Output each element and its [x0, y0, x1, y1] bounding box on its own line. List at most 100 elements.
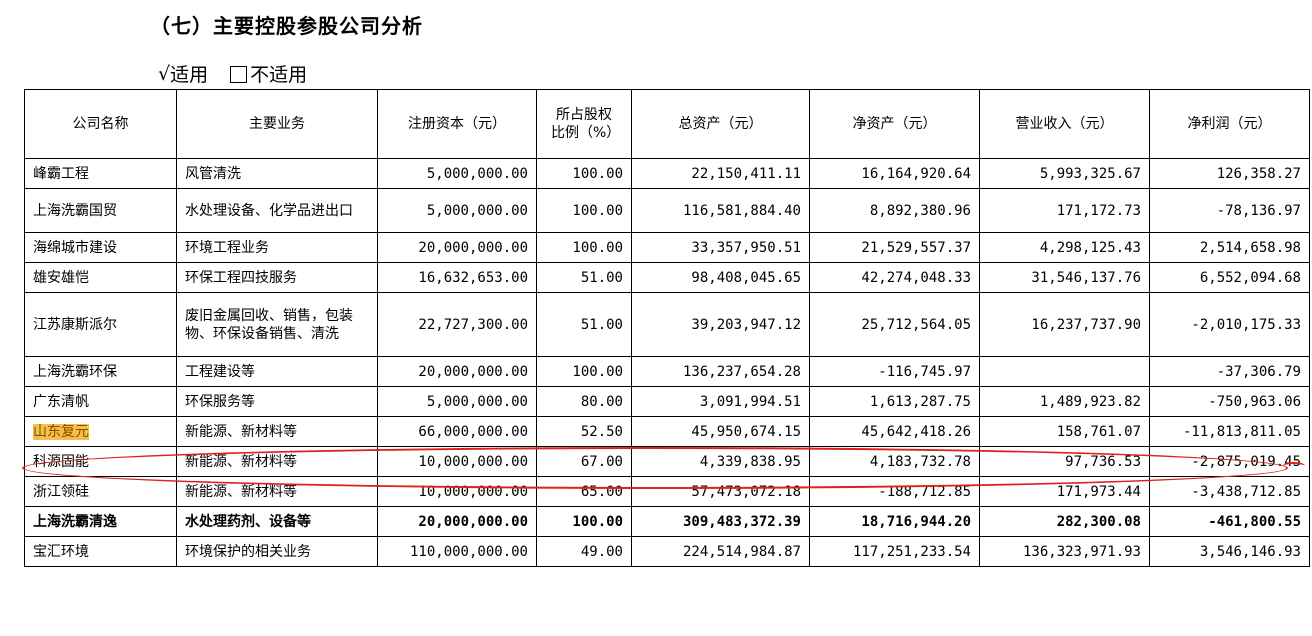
ratio-cell: 51.00	[536, 262, 632, 293]
total-assets-cell: 57,473,072.18	[631, 476, 810, 507]
net-assets-cell: 117,251,233.54	[809, 536, 980, 567]
net-assets-cell: 1,613,287.75	[809, 386, 980, 417]
capital-cell: 10,000,000.00	[377, 446, 537, 477]
revenue-cell: 16,237,737.90	[979, 292, 1150, 357]
total-assets-cell: 39,203,947.12	[631, 292, 810, 357]
red-annotation-tail	[1283, 462, 1305, 470]
table-row: 江苏康斯派尔 废旧金属回收、销售，包装物、环保设备销售、清洗 22,727,300.…	[24, 292, 1310, 357]
total-assets-cell: 33,357,950.51	[631, 232, 810, 263]
revenue-cell: 158,761.07	[979, 416, 1150, 447]
business-cell: 环保服务等	[176, 386, 378, 417]
net-profit-cell: 6,552,094.68	[1149, 262, 1310, 293]
business-cell: 环境工程业务	[176, 232, 378, 263]
highlighted-company-name: 山东复元	[33, 423, 89, 440]
total-assets-cell: 116,581,884.40	[631, 188, 810, 233]
capital-cell: 5,000,000.00	[377, 158, 537, 189]
ratio-cell: 65.00	[536, 476, 632, 507]
table-row: 雄安雄恺 环保工程四技服务 16,632,653.00 51.00 98,408,045…	[24, 262, 1310, 293]
capital-cell: 5,000,000.00	[377, 386, 537, 417]
col-header-revenue: 营业收入（元）	[979, 89, 1150, 159]
net-profit-cell: -11,813,811.05	[1149, 416, 1310, 447]
business-cell: 废旧金属回收、销售，包装物、环保设备销售、清洗	[176, 292, 378, 357]
total-assets-cell: 136,237,654.28	[631, 356, 810, 387]
col-header-profit: 净利润（元）	[1149, 89, 1310, 159]
business-cell: 工程建设等	[176, 356, 378, 387]
business-cell: 环境保护的相关业务	[176, 536, 378, 567]
col-header-ratio: 所占股权比例（%）	[536, 89, 632, 159]
revenue-cell	[979, 356, 1150, 387]
table-row: 浙江领硅 新能源、新材料等 10,000,000.00 65.00 57,473,072…	[24, 476, 1310, 507]
ratio-cell: 49.00	[536, 536, 632, 567]
company-name-cell: 峰霸工程	[24, 158, 177, 189]
empty-checkbox-icon	[230, 66, 248, 83]
capital-cell: 22,727,300.00	[377, 292, 537, 357]
net-profit-cell: -461,800.55	[1149, 506, 1310, 537]
net-assets-cell: 16,164,920.64	[809, 158, 980, 189]
revenue-cell: 97,736.53	[979, 446, 1150, 477]
company-name-cell: 浙江领硅	[24, 476, 177, 507]
table-row: 峰霸工程 风管清洗 5,000,000.00 100.00 22,150,411.11 1…	[24, 158, 1310, 189]
net-profit-cell: 3,546,146.93	[1149, 536, 1310, 567]
capital-cell: 10,000,000.00	[377, 476, 537, 507]
business-cell: 水处理设备、化学品进出口	[176, 188, 378, 233]
net-assets-cell: -116,745.97	[809, 356, 980, 387]
col-header-capital: 注册资本（元）	[377, 89, 537, 159]
company-name-cell: 雄安雄恺	[24, 262, 177, 293]
total-assets-cell: 22,150,411.11	[631, 158, 810, 189]
table-row: 海绵城市建设 环境工程业务 20,000,000.00 100.00 33,357,95…	[24, 232, 1310, 263]
net-profit-cell: -78,136.97	[1149, 188, 1310, 233]
total-assets-cell: 45,950,674.15	[631, 416, 810, 447]
company-name-cell: 上海洗霸清逸	[24, 506, 177, 537]
ratio-cell: 100.00	[536, 356, 632, 387]
net-assets-cell: 18,716,944.20	[809, 506, 980, 537]
ratio-cell: 100.00	[536, 506, 632, 537]
revenue-cell: 4,298,125.43	[979, 232, 1150, 263]
company-name-cell: 上海洗霸国贸	[24, 188, 177, 233]
table-row: 宝汇环境 环境保护的相关业务 110,000,000.00 49.00 224,514,…	[24, 536, 1310, 567]
business-cell: 新能源、新材料等	[176, 476, 378, 507]
company-name-cell: 科源固能	[24, 446, 177, 477]
revenue-cell: 31,546,137.76	[979, 262, 1150, 293]
not-applicable-label: 不适用	[250, 64, 308, 86]
ratio-cell: 100.00	[536, 232, 632, 263]
business-cell: 新能源、新材料等	[176, 446, 378, 477]
total-assets-cell: 3,091,994.51	[631, 386, 810, 417]
business-cell: 新能源、新材料等	[176, 416, 378, 447]
ratio-cell: 100.00	[536, 158, 632, 189]
net-assets-cell: 42,274,048.33	[809, 262, 980, 293]
capital-cell: 66,000,000.00	[377, 416, 537, 447]
table-header-row: 公司名称 主要业务 注册资本（元） 所占股权比例（%） 总资产（元） 净资产（元…	[24, 89, 1310, 159]
total-assets-cell: 224,514,984.87	[631, 536, 810, 567]
business-cell: 水处理药剂、设备等	[176, 506, 378, 537]
check-mark-icon: √	[158, 62, 171, 85]
table-row: 上海洗霸清逸 水处理药剂、设备等 20,000,000.00 100.00 309,48…	[24, 506, 1310, 537]
net-profit-cell: -750,963.06	[1149, 386, 1310, 417]
company-name-cell: 广东清帆	[24, 386, 177, 417]
revenue-cell: 5,993,325.67	[979, 158, 1150, 189]
company-name-cell: 上海洗霸环保	[24, 356, 177, 387]
net-assets-cell: 45,642,418.26	[809, 416, 980, 447]
company-name-cell: 宝汇环境	[24, 536, 177, 567]
applicability-options: √ 适用 不适用	[158, 60, 307, 87]
ratio-cell: 67.00	[536, 446, 632, 477]
business-cell: 风管清洗	[176, 158, 378, 189]
table-row: 上海洗霸国贸 水处理设备、化学品进出口 5,000,000.00 100.00 116,…	[24, 188, 1310, 233]
revenue-cell: 282,300.08	[979, 506, 1150, 537]
total-assets-cell: 4,339,838.95	[631, 446, 810, 477]
net-assets-cell: -188,712.85	[809, 476, 980, 507]
revenue-cell: 171,973.44	[979, 476, 1150, 507]
company-name-cell: 江苏康斯派尔	[24, 292, 177, 357]
total-assets-cell: 98,408,045.65	[631, 262, 810, 293]
capital-cell: 110,000,000.00	[377, 536, 537, 567]
net-assets-cell: 25,712,564.05	[809, 292, 980, 357]
section-heading: （七）主要控股参股公司分析	[150, 14, 423, 38]
ratio-cell: 52.50	[536, 416, 632, 447]
revenue-cell: 1,489,923.82	[979, 386, 1150, 417]
table-row: 上海洗霸环保 工程建设等 20,000,000.00 100.00 136,237,65…	[24, 356, 1310, 387]
table-row: 科源固能 新能源、新材料等 10,000,000.00 67.00 4,339,838.…	[24, 446, 1310, 477]
capital-cell: 20,000,000.00	[377, 356, 537, 387]
ratio-cell: 100.00	[536, 188, 632, 233]
ratio-cell: 80.00	[536, 386, 632, 417]
col-header-business: 主要业务	[176, 89, 378, 159]
net-assets-cell: 8,892,380.96	[809, 188, 980, 233]
